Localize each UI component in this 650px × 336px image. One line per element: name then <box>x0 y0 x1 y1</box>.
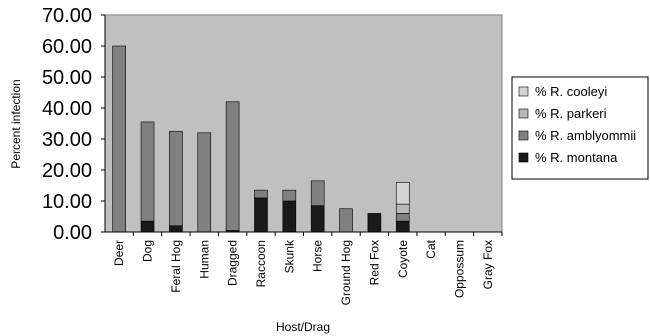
bar-segment-r-montana <box>140 220 155 233</box>
bar-segment-r-amblyommii <box>254 189 268 199</box>
x-tick-label: Skunk <box>282 239 296 273</box>
y-tick-label: 0.00 <box>53 222 92 244</box>
legend-label: % R. parkeri <box>535 106 607 121</box>
legend-box <box>511 76 649 180</box>
bar-segment-r-montana <box>367 213 382 233</box>
bar-segment-r-amblyommii <box>169 130 183 227</box>
plot-area <box>104 14 503 233</box>
bar-segment-r-amblyommii <box>282 189 297 202</box>
x-tick-label: Red Fox <box>367 240 381 285</box>
legend-label: % R. cooleyi <box>535 84 607 99</box>
y-tick-label: 70.00 <box>42 5 92 27</box>
x-tick-label: Gray Fox <box>481 240 495 289</box>
y-tick-label: 50.00 <box>42 67 92 89</box>
x-tick-label: Ground Hog <box>339 240 353 305</box>
legend-swatch <box>518 130 529 141</box>
x-tick-label: Horse <box>311 240 325 272</box>
bar-segment-r-montana <box>169 225 183 233</box>
x-tick-label: Oppossum <box>452 240 466 298</box>
y-tick-label: 20.00 <box>42 160 92 182</box>
legend: % R. cooleyi % R. parkeri % R. amblyommii%… <box>511 76 649 180</box>
bar-segment-r-amblyommii <box>310 180 325 206</box>
bar-segment-r-parkeri <box>395 203 410 214</box>
bar-segment-r-amblyommii <box>112 45 126 233</box>
x-tick-label: Coyote <box>396 240 410 278</box>
legend-swatch <box>518 108 529 119</box>
y-axis-title: Percent infection <box>9 79 23 168</box>
legend-label: % R. montana <box>535 150 618 165</box>
bar-segment-r-amblyommii <box>225 101 240 231</box>
bar-segment-r-amblyommii <box>339 208 353 233</box>
y-tick-label: 10.00 <box>42 191 92 213</box>
legend-swatch <box>518 86 529 97</box>
bar-segment-r-cooleyi <box>395 182 410 205</box>
legend-label: % R. amblyommii <box>535 128 636 143</box>
bar-segment-r-montana <box>254 197 268 233</box>
x-tick-label: Dragged <box>226 240 240 286</box>
y-tick-label: 30.00 <box>42 129 92 151</box>
x-tick-label: Dog <box>141 240 155 262</box>
bar-segment-r-montana <box>282 200 297 233</box>
x-tick-label: Feral Hog <box>169 240 183 293</box>
bar-segment-r-amblyommii <box>395 213 410 222</box>
x-tick-label: Human <box>197 240 211 279</box>
x-tick-label: Raccoon <box>254 240 268 287</box>
bar-segment-r-amblyommii <box>140 121 155 222</box>
y-tick-label: 60.00 <box>42 36 92 58</box>
plot-background <box>104 14 503 233</box>
x-tick-label: Deer <box>112 240 126 266</box>
x-tick-label: Cat <box>424 239 438 258</box>
axes: 0.00 10.00 20.00 30.00 40.00 50.00 60.00 70.00 D… <box>42 5 503 305</box>
x-axis-title: Host/Drag <box>276 320 330 334</box>
bar-segment-r-amblyommii <box>197 132 212 233</box>
y-tick-label: 40.00 <box>42 98 92 120</box>
bar-segment-r-montana <box>310 205 325 233</box>
legend-swatch <box>518 152 529 163</box>
bar-segment-r-montana <box>395 220 410 233</box>
